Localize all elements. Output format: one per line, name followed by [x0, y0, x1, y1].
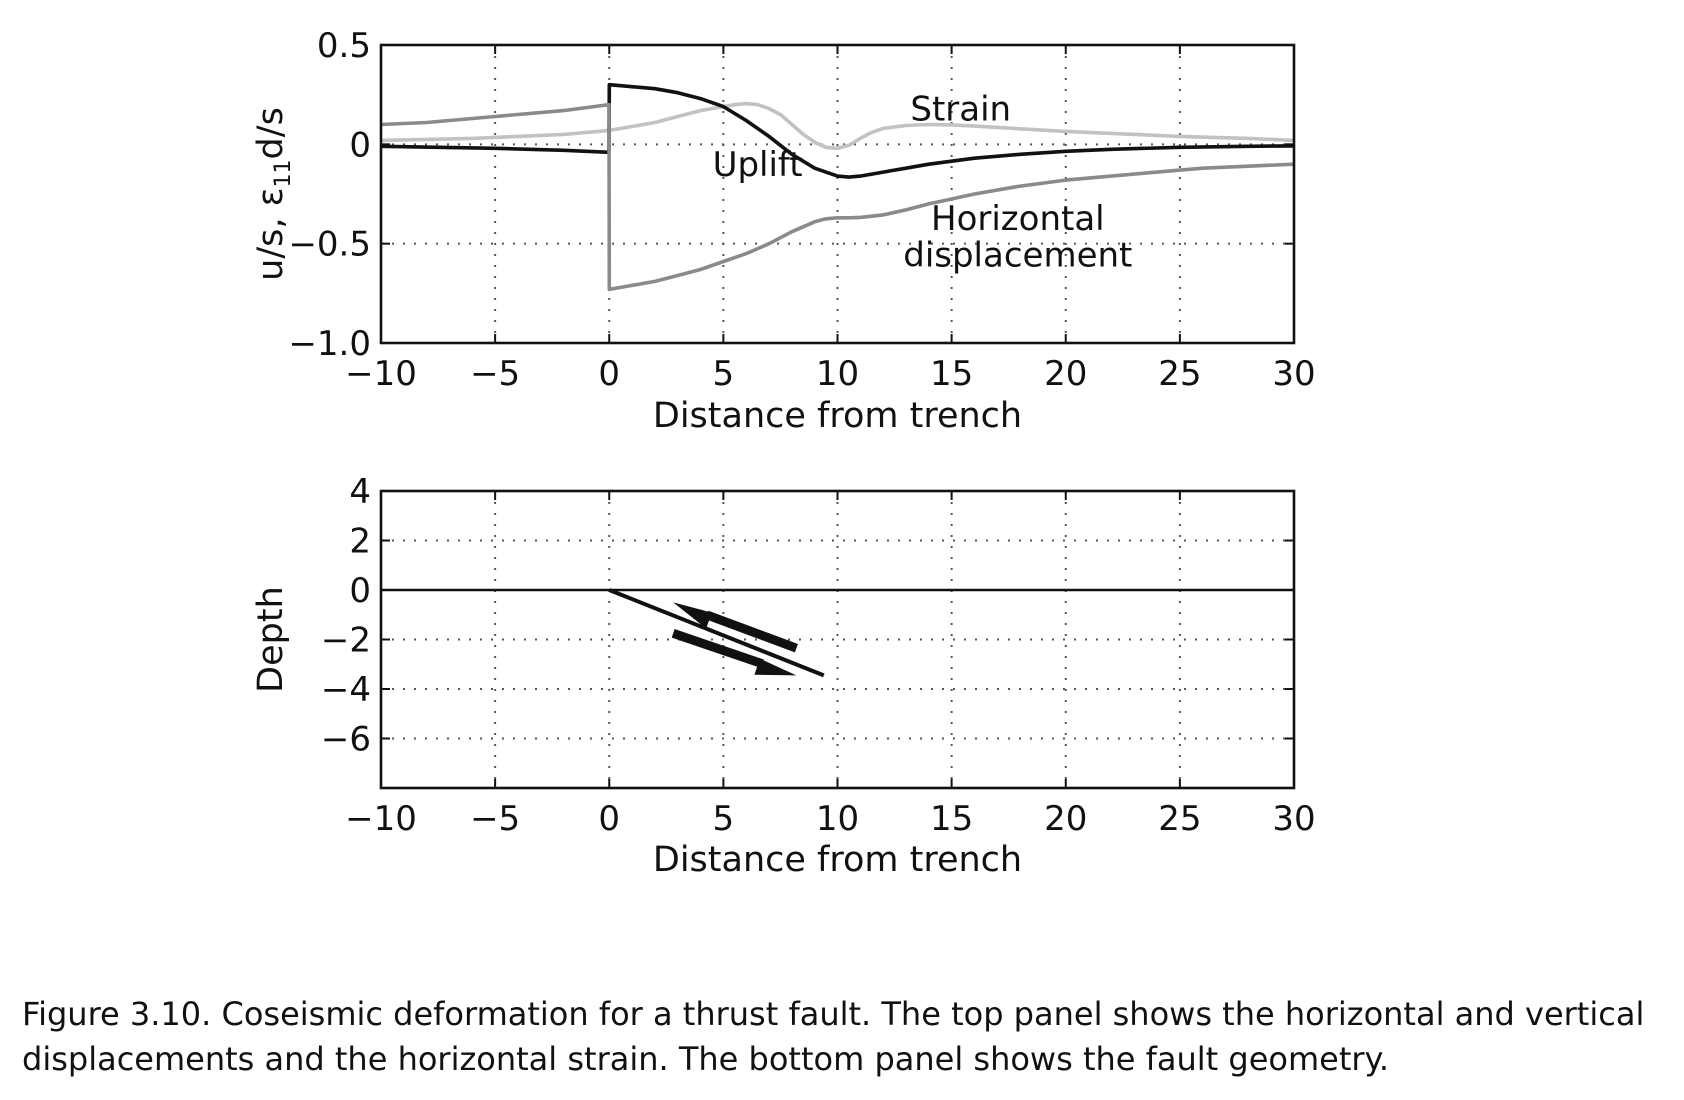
slip-arrow-up-dip [673, 602, 798, 653]
y-axis-label-main: u/s, ε [251, 187, 291, 280]
x-tick-label: 15 [930, 799, 973, 839]
x-tick-label: 30 [1272, 354, 1315, 394]
figure-canvas: −10 −5 0 5 10 15 20 25 30 −1.0−0.500.5 StrainUpl… [251, 26, 1316, 880]
bottom-panel-marks [381, 588, 1294, 678]
x-tick-label: −5 [470, 799, 520, 839]
slip-arrow-shaft [705, 610, 798, 653]
x-tick-label: 30 [1272, 799, 1315, 839]
bottom-panel-y-tick-labels: −6 −4 −2 0 2 4 [321, 472, 371, 760]
x-tick-label: 5 [713, 354, 735, 394]
x-tick-label: 10 [816, 354, 859, 394]
figure-caption: Figure 3.10. Coseismic deformation for a… [22, 992, 1672, 1082]
slip-arrow-head [673, 602, 712, 629]
horizontal-displacement-curve [380, 102, 1295, 292]
y-axis-label-tail: d/s [251, 107, 291, 159]
bottom-panel-x-tick-labels: −10 −5 0 5 10 15 20 25 30 [345, 799, 1316, 839]
x-tick-label: 25 [1158, 354, 1201, 394]
x-tick-label: −10 [345, 354, 417, 394]
y-tick-label: 0 [349, 125, 371, 165]
x-tick-label: 15 [930, 354, 973, 394]
top-panel-y-axis-label: u/s, ε11d/s [251, 107, 296, 281]
fault-line [608, 588, 825, 678]
x-tick-label: 5 [713, 799, 735, 839]
annotation-label: Strain [910, 89, 1011, 129]
y-tick-label: 2 [349, 522, 371, 562]
top-panel-x-tick-labels: −10 −5 0 5 10 15 20 25 30 [345, 354, 1316, 394]
y-tick-label: 0 [349, 571, 371, 611]
bottom-panel-grid [380, 490, 1295, 788]
x-tick-label: −10 [345, 799, 417, 839]
x-tick-label: 20 [1044, 354, 1087, 394]
top-panel-series [380, 82, 1295, 292]
y-tick-label: −0.5 [288, 225, 371, 265]
x-tick-label: 10 [816, 799, 859, 839]
y-tick-label: −6 [321, 720, 371, 760]
y-tick-label: 4 [349, 472, 371, 512]
top-panel-y-tick-labels: −1.0 −0.5 0 0.5 [288, 26, 371, 364]
bottom-panel: −10 −5 0 5 10 15 20 25 30 −6 −4 −2 0 2 4 Distance fro… [251, 472, 1316, 880]
x-tick-label: 0 [598, 354, 620, 394]
y-axis-label-subscript: 11 [271, 159, 296, 187]
caption-line-2: displacements and the horizontal strain.… [22, 1040, 1390, 1078]
strain-curve [380, 101, 1295, 151]
annotation-label: Uplift [713, 145, 803, 185]
x-tick-label: 25 [1158, 799, 1201, 839]
top-panel-x-axis-label: Distance from trench [653, 396, 1022, 436]
x-tick-label: 0 [598, 799, 620, 839]
bottom-panel-y-axis-label: Depth [251, 586, 291, 693]
top-panel: −10 −5 0 5 10 15 20 25 30 −1.0 −0.5 0 0.5 Strain Upl… [251, 26, 1316, 436]
y-tick-label: −1.0 [288, 324, 371, 364]
x-tick-label: 20 [1044, 799, 1087, 839]
slip-arrow-head [754, 658, 797, 676]
slip-arrow-shaft [671, 629, 764, 669]
top-panel-frame [379, 43, 1296, 345]
annotation-label: displacement [903, 236, 1132, 276]
slip-arrow-down-dip [671, 629, 797, 676]
y-tick-label: 0.5 [317, 26, 371, 66]
bottom-panel-x-axis-label: Distance from trench [653, 840, 1022, 880]
y-tick-label: −4 [321, 670, 371, 710]
y-tick-label: −2 [321, 621, 371, 661]
bottom-panel-frame [379, 489, 1296, 790]
x-tick-label: −5 [470, 354, 520, 394]
annotation-label: Horizontal [931, 199, 1105, 239]
caption-line-1: Figure 3.10. Coseismic deformation for a… [22, 995, 1645, 1033]
uplift-curve [380, 82, 1295, 179]
top-panel-grid [380, 44, 1295, 344]
